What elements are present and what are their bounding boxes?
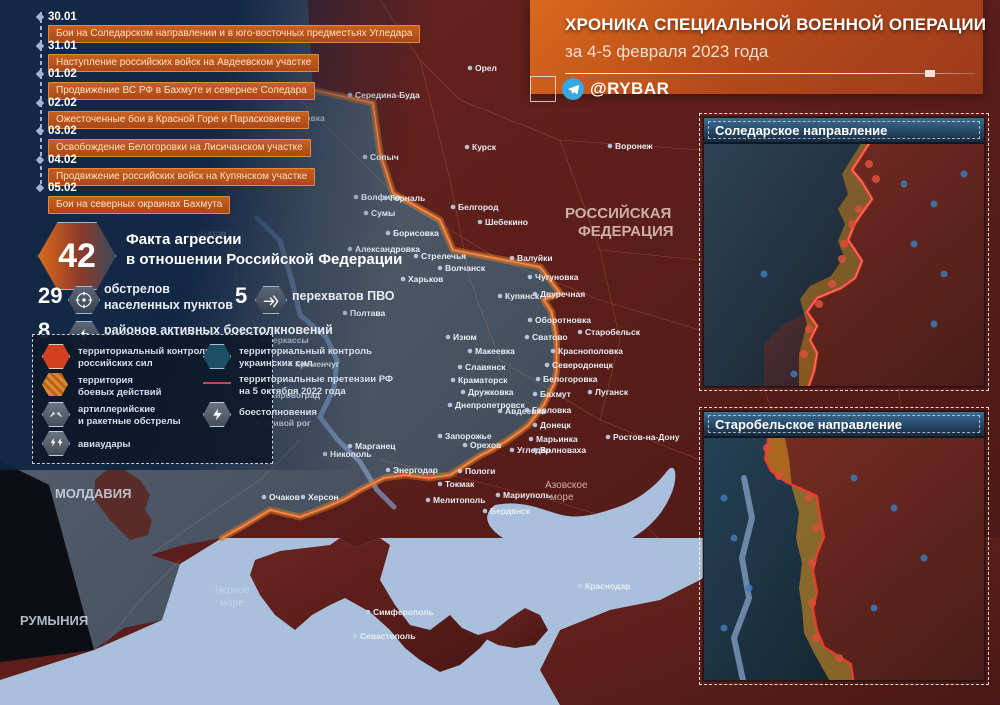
svg-text:Воронеж: Воронеж bbox=[615, 141, 653, 151]
svg-text:Славянск: Славянск bbox=[465, 362, 506, 372]
svg-text:Донецк: Донецк bbox=[540, 420, 571, 430]
svg-text:Херсон: Херсон bbox=[308, 492, 339, 502]
svg-text:Полтава: Полтава bbox=[350, 308, 385, 318]
svg-text:Мелитополь: Мелитополь bbox=[433, 495, 485, 505]
svg-text:Сумы: Сумы bbox=[371, 208, 395, 218]
svg-text:Севастополь: Севастополь bbox=[360, 631, 415, 641]
svg-text:Сватово: Сватово bbox=[532, 332, 568, 342]
svg-text:Орел: Орел bbox=[475, 63, 497, 73]
svg-text:Марьинка: Марьинка bbox=[536, 434, 578, 444]
svg-text:Старобельск: Старобельск bbox=[585, 327, 641, 337]
svg-text:Горловка: Горловка bbox=[532, 405, 572, 415]
svg-text:Краснополовка: Краснополовка bbox=[558, 346, 623, 356]
svg-text:Орехов: Орехов bbox=[470, 440, 501, 450]
svg-text:Изюм: Изюм bbox=[453, 332, 477, 342]
svg-text:Токмак: Токмак bbox=[445, 479, 475, 489]
svg-text:Очаков: Очаков bbox=[269, 492, 300, 502]
svg-text:Черное: Черное bbox=[215, 585, 250, 596]
svg-text:Мариуполь: Мариуполь bbox=[503, 490, 551, 500]
svg-text:Макеевка: Макеевка bbox=[475, 346, 515, 356]
svg-text:Бердянск: Бердянск bbox=[490, 506, 531, 516]
svg-text:Бахмут: Бахмут bbox=[540, 389, 571, 399]
svg-text:Дружковка: Дружковка bbox=[468, 387, 514, 397]
svg-text:Энергодар: Энергодар bbox=[393, 465, 438, 475]
svg-text:Азовское: Азовское bbox=[545, 480, 588, 491]
svg-text:Харьков: Харьков bbox=[408, 274, 443, 284]
svg-text:Валуйки: Валуйки bbox=[517, 253, 553, 263]
svg-text:Чугуновка: Чугуновка bbox=[535, 272, 579, 282]
svg-text:Краснодар: Краснодар bbox=[585, 581, 630, 591]
svg-text:Пологи: Пологи bbox=[465, 466, 495, 476]
svg-text:море: море bbox=[550, 492, 574, 503]
svg-text:Шебекино: Шебекино bbox=[485, 217, 528, 227]
svg-text:Волчанск: Волчанск bbox=[445, 263, 486, 273]
svg-text:Никополь: Никополь bbox=[330, 449, 371, 459]
svg-text:Волноваха: Волноваха bbox=[540, 445, 586, 455]
svg-text:море: море bbox=[220, 598, 244, 609]
svg-text:Стрелечья: Стрелечья bbox=[421, 251, 466, 261]
svg-text:Симферополь: Симферополь bbox=[373, 607, 434, 617]
svg-text:Двуречная: Двуречная bbox=[540, 289, 585, 299]
svg-text:Краматорск: Краматорск bbox=[458, 375, 508, 385]
svg-text:Ростов-на-Дону: Ростов-на-Дону bbox=[613, 432, 680, 442]
svg-text:РОССИЙСКАЯ: РОССИЙСКАЯ bbox=[565, 204, 671, 222]
svg-text:Северодонецк: Северодонецк bbox=[552, 360, 614, 370]
svg-text:Белогоровка: Белогоровка bbox=[543, 374, 598, 384]
svg-text:РУМЫНИЯ: РУМЫНИЯ bbox=[20, 613, 88, 628]
svg-text:Луганск: Луганск bbox=[595, 387, 629, 397]
svg-text:Оборотновка: Оборотновка bbox=[535, 315, 591, 325]
svg-text:ФЕДЕРАЦИЯ: ФЕДЕРАЦИЯ bbox=[578, 223, 674, 240]
svg-text:МОЛДАВИЯ: МОЛДАВИЯ bbox=[55, 486, 131, 501]
